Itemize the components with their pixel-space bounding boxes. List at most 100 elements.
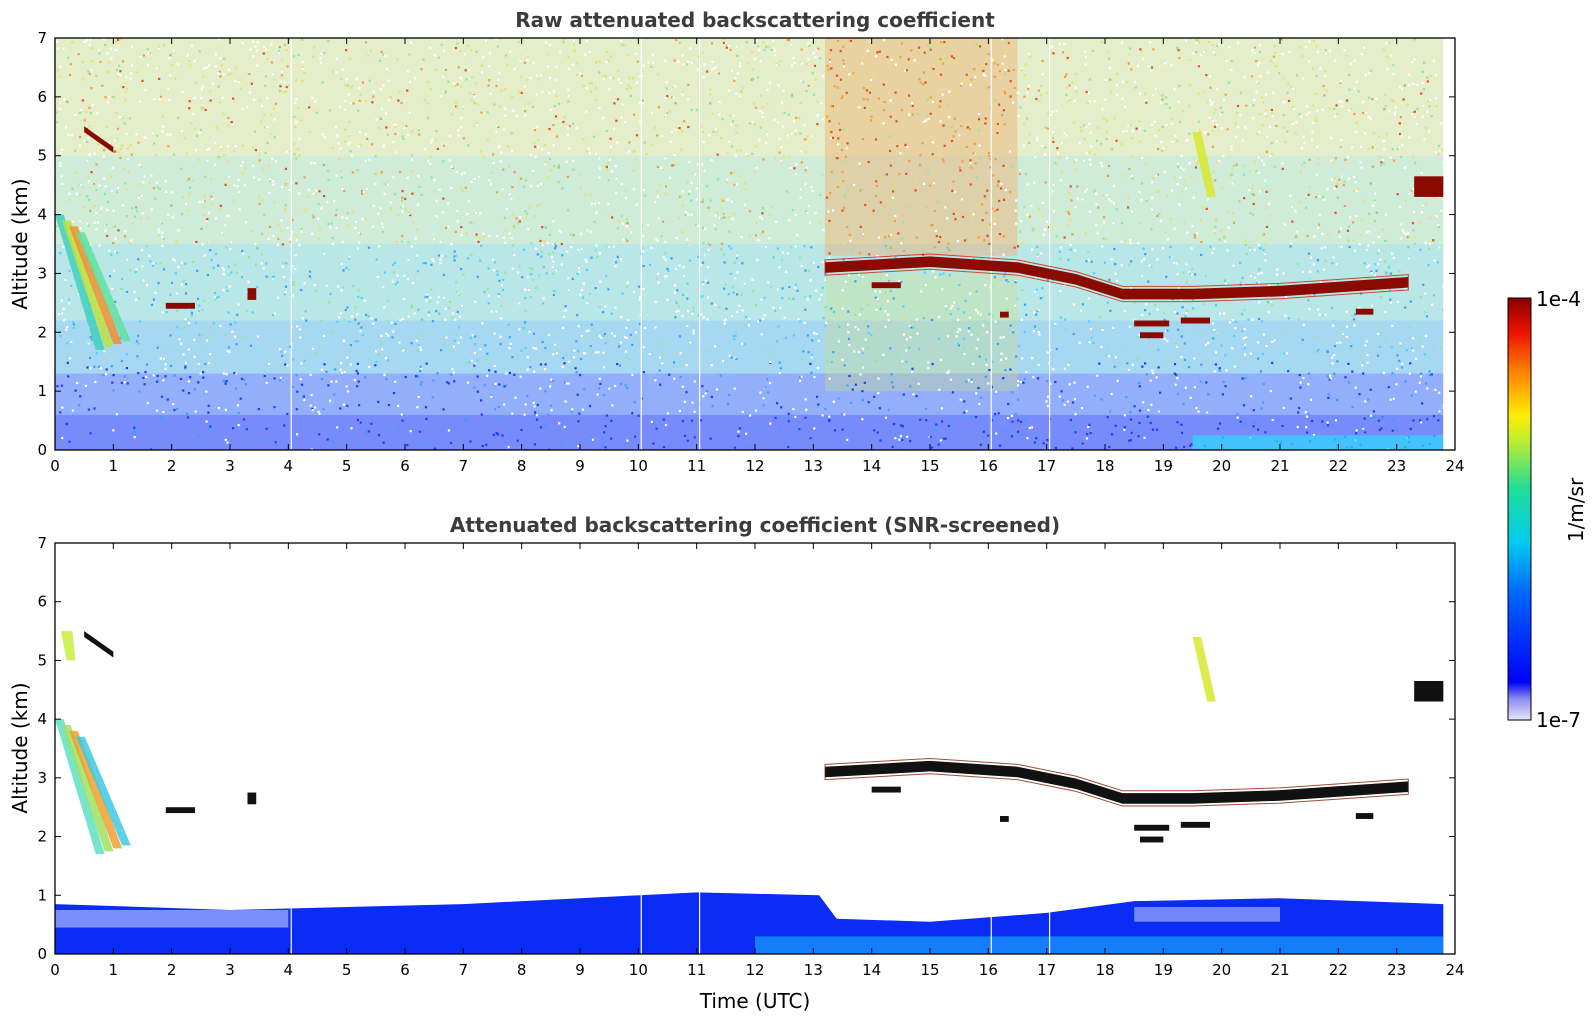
noise-speckle: [1326, 421, 1329, 424]
noise-speckle: [195, 134, 198, 138]
noise-speckle: [1413, 210, 1416, 214]
noise-speckle: [375, 360, 378, 363]
noise-speckle: [197, 362, 200, 366]
noise-speckle: [120, 277, 124, 280]
noise-speckle: [1186, 309, 1189, 313]
noise-speckle: [1379, 164, 1383, 167]
noise-speckle: [215, 126, 218, 130]
noise-speckle: [642, 346, 645, 349]
noise-speckle: [561, 365, 564, 368]
noise-speckle: [602, 77, 605, 81]
noise-speckle: [1179, 120, 1182, 124]
noise-speckle: [1161, 125, 1164, 129]
noise-speckle: [815, 332, 818, 336]
noise-speckle: [193, 388, 196, 391]
noise-speckle: [264, 151, 267, 154]
noise-speckle: [1252, 409, 1255, 412]
noise-speckle: [909, 336, 912, 339]
noise-speckle: [1173, 227, 1176, 230]
noise-speckle: [497, 146, 500, 149]
noise-speckle: [1044, 146, 1047, 149]
noise-speckle: [1173, 363, 1177, 366]
noise-speckle: [1114, 272, 1117, 275]
noise-speckle: [1052, 368, 1055, 371]
noise-speckle: [701, 200, 704, 204]
noise-speckle: [754, 106, 758, 109]
noise-speckle: [883, 101, 886, 104]
noise-speckle: [395, 240, 399, 244]
noise-speckle: [977, 118, 981, 121]
noise-speckle: [844, 155, 848, 158]
noise-speckle: [1409, 300, 1412, 303]
noise-speckle: [1041, 59, 1044, 63]
noise-speckle: [733, 277, 737, 280]
noise-speckle: [680, 230, 683, 233]
noise-speckle: [352, 102, 355, 105]
noise-speckle: [664, 113, 668, 117]
noise-speckle: [1160, 141, 1163, 144]
noise-speckle: [890, 233, 893, 237]
noise-speckle: [760, 298, 763, 301]
noise-speckle: [186, 53, 190, 56]
noise-speckle: [628, 76, 631, 79]
noise-speckle: [889, 115, 892, 118]
noise-speckle: [127, 157, 130, 161]
noise-speckle: [323, 252, 326, 255]
noise-speckle: [227, 145, 230, 148]
noise-speckle: [198, 304, 201, 307]
noise-speckle: [730, 172, 733, 175]
noise-speckle: [1089, 432, 1092, 435]
noise-speckle: [1238, 200, 1241, 203]
noise-speckle: [625, 189, 628, 192]
noise-speckle: [819, 57, 822, 60]
noise-speckle: [546, 65, 550, 68]
noise-speckle: [1206, 157, 1209, 160]
noise-speckle: [214, 65, 217, 68]
noise-speckle: [1382, 162, 1385, 165]
noise-speckle: [977, 129, 981, 132]
noise-speckle: [1352, 239, 1355, 243]
noise-speckle: [59, 411, 62, 414]
noise-speckle: [998, 69, 1001, 73]
noise-speckle: [641, 235, 645, 238]
noise-speckle: [1307, 383, 1310, 386]
noise-speckle: [406, 133, 410, 137]
noise-speckle: [1328, 49, 1332, 52]
noise-speckle: [581, 296, 585, 299]
noise-speckle: [1202, 90, 1205, 93]
noise-speckle: [637, 285, 641, 288]
noise-speckle: [1110, 148, 1114, 151]
noise-speckle: [1387, 41, 1391, 44]
noise-speckle: [440, 43, 443, 46]
noise-speckle: [766, 133, 769, 136]
noise-speckle: [1020, 69, 1023, 72]
noise-speckle: [811, 72, 814, 75]
noise-speckle: [1379, 258, 1382, 261]
noise-speckle: [626, 239, 629, 242]
noise-speckle: [417, 174, 420, 178]
noise-speckle: [799, 188, 803, 191]
noise-speckle: [1434, 388, 1437, 391]
noise-speckle: [258, 178, 261, 181]
noise-speckle: [123, 235, 127, 238]
noise-speckle: [1326, 375, 1329, 378]
noise-speckle: [81, 99, 85, 102]
noise-speckle: [545, 272, 548, 275]
noise-speckle: [515, 217, 518, 220]
noise-speckle: [78, 144, 82, 147]
noise-speckle: [407, 259, 410, 262]
noise-speckle: [597, 351, 600, 354]
noise-speckle: [1101, 194, 1105, 197]
noise-speckle: [636, 60, 639, 63]
noise-speckle: [933, 428, 937, 432]
noise-speckle: [1197, 92, 1200, 95]
noise-speckle: [701, 281, 705, 284]
noise-speckle: [978, 144, 981, 147]
noise-band: [55, 373, 1444, 415]
noise-speckle: [1251, 213, 1255, 216]
noise-speckle: [1058, 42, 1061, 45]
noise-speckle: [609, 145, 612, 149]
noise-speckle: [407, 241, 410, 244]
noise-speckle: [673, 377, 676, 380]
noise-speckle: [1430, 303, 1434, 306]
